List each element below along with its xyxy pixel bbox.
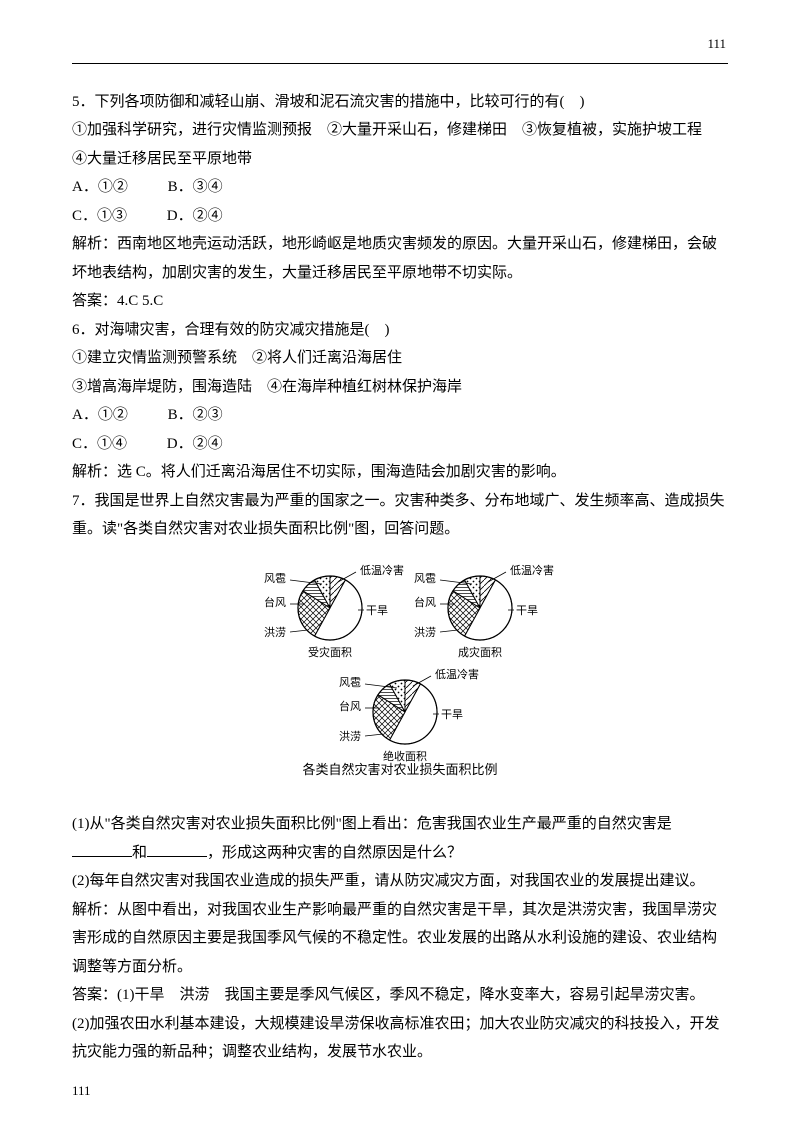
svg-text:绝收面积: 绝收面积 xyxy=(383,749,427,763)
svg-text:低温冷害: 低温冷害 xyxy=(435,667,479,681)
svg-text:风雹: 风雹 xyxy=(264,572,286,585)
svg-text:低温冷害: 低温冷害 xyxy=(510,563,554,577)
svg-text:风雹: 风雹 xyxy=(414,572,436,585)
q7-sub1-a: (1)从"各类自然灾害对农业损失面积比例"图上看出：危害我国农业生产最严重的自然… xyxy=(72,816,672,832)
svg-text:干旱: 干旱 xyxy=(441,708,463,721)
svg-text:受灾面积: 受灾面积 xyxy=(308,645,352,659)
q6-opt-line1: ①建立灾情监测预警系统 ②将人们迁离沿海居住 xyxy=(72,344,728,373)
pie-charts-figure: 风雹低温冷害台风干旱洪涝受灾面积风雹低温冷害台风干旱洪涝成灾面积风雹低温冷害台风… xyxy=(72,562,728,793)
svg-text:洪涝: 洪涝 xyxy=(414,625,436,639)
q6-choice-d: D．②④ xyxy=(167,430,223,459)
q6-choices-row2: C．①④ D．②④ xyxy=(72,430,728,459)
svg-text:台风: 台风 xyxy=(339,699,361,713)
q6-opt-line2: ③增高海岸堤防，围海造陆 ④在海岸种植红树林保护海岸 xyxy=(72,373,728,402)
blank-1 xyxy=(72,842,132,857)
svg-text:洪涝: 洪涝 xyxy=(264,625,286,639)
svg-text:洪涝: 洪涝 xyxy=(339,729,361,743)
q6-choice-b: B．②③ xyxy=(168,401,223,430)
q6-explanation: 解析：选 C。将人们迁离沿海居住不切实际，围海造陆会加剧灾害的影响。 xyxy=(72,458,728,487)
svg-text:台风: 台风 xyxy=(264,595,286,609)
q5-choice-a: A．①② xyxy=(72,173,128,202)
page-number-bottom: 111 xyxy=(72,1079,728,1104)
q6-stem: 6．对海啸灾害，合理有效的防灾减灾措施是( ) xyxy=(72,316,728,345)
q7-sub1-c: ，形成这两种灾害的自然原因是什么？ xyxy=(207,845,462,861)
q5-choice-c: C．①③ xyxy=(72,202,127,231)
page-number-top: 111 xyxy=(72,32,728,57)
q5-answer: 答案：4.C 5.C xyxy=(72,287,728,316)
q7-sub2: (2)每年自然灾害对我国农业造成的损失严重，请从防灾减灾方面，对我国农业的发展提… xyxy=(72,867,728,896)
q7-explanation: 解析：从图中看出，对我国农业生产影响最严重的自然灾害是干旱，其次是洪涝灾害，我国… xyxy=(72,896,728,982)
svg-text:风雹: 风雹 xyxy=(339,676,361,689)
q6-choice-c: C．①④ xyxy=(72,430,127,459)
q5-explanation: 解析：西南地区地壳运动活跃，地形崎岖是地质灾害频发的原因。大量开采山石，修建梯田… xyxy=(72,230,728,287)
svg-text:干旱: 干旱 xyxy=(516,604,538,617)
q7-sub1-b: 和 xyxy=(132,845,147,861)
q6-choices-row1: A．①② B．②③ xyxy=(72,401,728,430)
q5-choices-row2: C．①③ D．②④ xyxy=(72,202,728,231)
q7-answer1: 答案：(1)干旱 洪涝 我国主要是季风气候区，季风不稳定，降水变率大，容易引起旱… xyxy=(72,981,728,1010)
q5-stem: 5．下列各项防御和减轻山崩、滑坡和泥石流灾害的措施中，比较可行的有( ) xyxy=(72,88,728,117)
svg-text:台风: 台风 xyxy=(414,595,436,609)
q7-answer2: (2)加强农田水利基本建设，大规模建设旱涝保收高标准农田；加大农业防灾减灾的科技… xyxy=(72,1010,728,1067)
q5-choice-d: D．②④ xyxy=(167,202,223,231)
q5-choices-row1: A．①② B．③④ xyxy=(72,173,728,202)
svg-text:干旱: 干旱 xyxy=(366,604,388,617)
blank-2 xyxy=(147,842,207,857)
q5-choice-b: B．③④ xyxy=(168,173,223,202)
q6-choice-a: A．①② xyxy=(72,401,128,430)
q7-sub1: (1)从"各类自然灾害对农业损失面积比例"图上看出：危害我国农业生产最严重的自然… xyxy=(72,810,728,867)
pie-charts-svg: 风雹低温冷害台风干旱洪涝受灾面积风雹低温冷害台风干旱洪涝成灾面积风雹低温冷害台风… xyxy=(220,562,580,782)
q5-options-detail: ①加强科学研究，进行灾情监测预报 ②大量开采山石，修建梯田 ③恢复植被，实施护坡… xyxy=(72,116,728,173)
svg-text:各类自然灾害对农业损失面积比例: 各类自然灾害对农业损失面积比例 xyxy=(302,762,497,777)
svg-text:成灾面积: 成灾面积 xyxy=(458,645,502,659)
top-rule xyxy=(72,63,728,64)
svg-text:低温冷害: 低温冷害 xyxy=(360,563,404,577)
q7-stem: 7．我国是世界上自然灾害最为严重的国家之一。灾害种类多、分布地域广、发生频率高、… xyxy=(72,487,728,544)
